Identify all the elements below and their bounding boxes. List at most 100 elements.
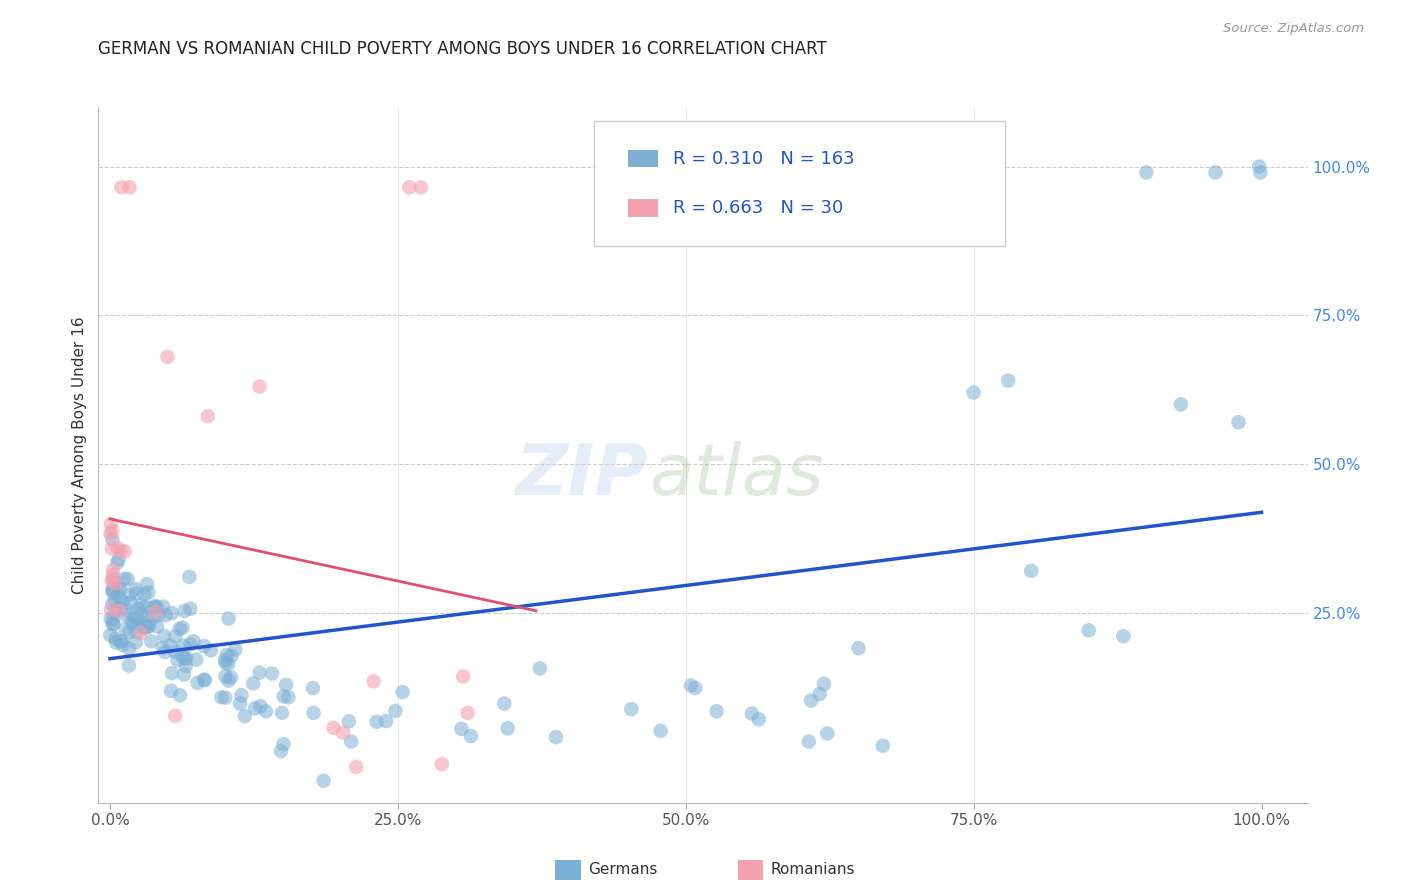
Point <box>430 757 453 772</box>
Point <box>1204 165 1226 179</box>
Point <box>1227 415 1250 429</box>
FancyBboxPatch shape <box>628 150 658 167</box>
Point <box>494 697 516 711</box>
Point <box>496 722 519 736</box>
Point <box>160 666 183 681</box>
Point <box>218 611 240 625</box>
Point <box>124 610 146 624</box>
Point <box>529 661 551 675</box>
Point <box>156 350 179 364</box>
Point <box>100 612 122 626</box>
Point <box>221 648 243 663</box>
Point <box>808 687 831 701</box>
Point <box>366 714 388 729</box>
Point <box>104 632 127 646</box>
Point <box>544 730 567 744</box>
Text: Source: ZipAtlas.com: Source: ZipAtlas.com <box>1223 22 1364 36</box>
Point <box>193 639 215 653</box>
Point <box>172 639 194 653</box>
Point <box>172 649 194 664</box>
Point <box>132 620 155 634</box>
Point <box>1019 564 1042 578</box>
Point <box>107 541 129 555</box>
Point <box>101 541 124 556</box>
Point <box>322 721 344 735</box>
Point <box>166 653 188 667</box>
Point <box>179 570 201 584</box>
Point <box>107 581 129 595</box>
Point <box>145 605 167 619</box>
Point <box>152 599 174 614</box>
Point <box>1170 397 1192 411</box>
Point <box>242 676 264 690</box>
Point <box>1077 624 1099 638</box>
Point <box>104 593 127 607</box>
Point <box>131 599 153 613</box>
Point <box>100 526 122 541</box>
Point <box>173 667 195 681</box>
Point <box>183 634 205 648</box>
Point <box>104 576 127 591</box>
Point <box>270 744 292 758</box>
Point <box>124 582 146 596</box>
Point <box>110 582 132 596</box>
Point <box>214 656 236 670</box>
Point <box>174 651 197 665</box>
Point <box>229 697 252 711</box>
Point <box>101 563 124 577</box>
Point <box>800 693 823 707</box>
Point <box>146 599 169 614</box>
Point <box>277 690 299 705</box>
Point <box>115 602 138 616</box>
Point <box>100 603 122 617</box>
Point <box>344 760 367 774</box>
Point <box>165 645 187 659</box>
Point <box>312 773 335 788</box>
Point <box>165 708 187 723</box>
Point <box>101 568 124 582</box>
Point <box>457 706 479 720</box>
Point <box>375 714 398 728</box>
Point <box>120 595 142 609</box>
Point <box>679 678 702 692</box>
Point <box>111 638 134 652</box>
Point <box>231 688 253 702</box>
Point <box>131 615 153 630</box>
Point <box>146 619 169 633</box>
Point <box>101 585 124 599</box>
Point <box>224 642 246 657</box>
Point <box>218 673 240 688</box>
Point <box>219 670 242 684</box>
Text: ZIP: ZIP <box>516 442 648 510</box>
Point <box>214 690 236 705</box>
Point <box>245 701 267 715</box>
Point <box>997 374 1019 388</box>
Point <box>148 607 170 622</box>
Point <box>391 685 413 699</box>
Point <box>194 673 217 687</box>
Point <box>214 669 236 683</box>
FancyBboxPatch shape <box>628 199 658 217</box>
Y-axis label: Child Poverty Among Boys Under 16: Child Poverty Among Boys Under 16 <box>72 316 87 594</box>
Point <box>254 704 277 718</box>
Point <box>186 652 208 666</box>
Point <box>129 626 152 640</box>
Point <box>136 609 159 624</box>
Text: R = 0.310   N = 163: R = 0.310 N = 163 <box>672 150 855 168</box>
Point <box>249 379 271 393</box>
Point <box>179 601 201 615</box>
Point <box>98 628 121 642</box>
Point <box>273 737 295 751</box>
Point <box>209 690 232 705</box>
Point <box>1249 160 1271 174</box>
Point <box>100 516 122 531</box>
Point <box>160 683 183 698</box>
Point <box>706 704 728 718</box>
Point <box>152 640 174 655</box>
Point <box>108 591 131 605</box>
Point <box>451 669 474 683</box>
Point <box>104 635 127 649</box>
Point <box>273 690 295 704</box>
Point <box>249 665 271 680</box>
Point <box>134 587 156 601</box>
